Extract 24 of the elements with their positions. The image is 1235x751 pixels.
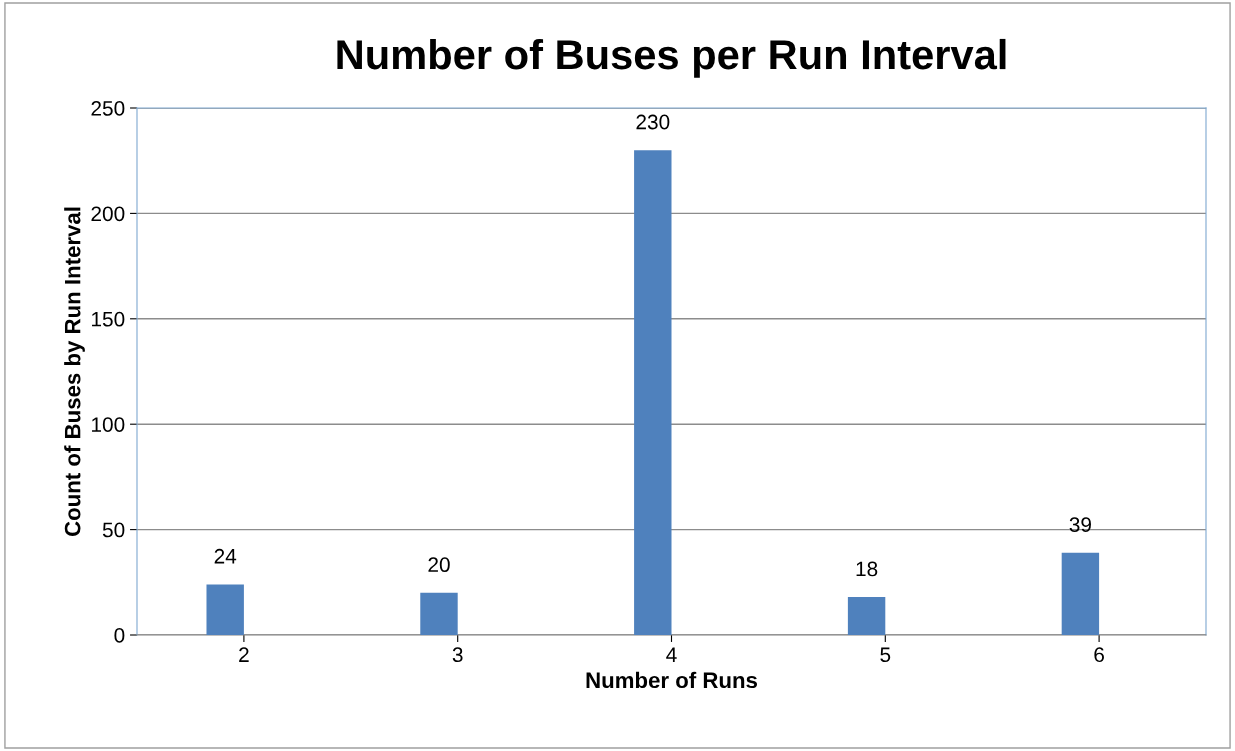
y-axis-title: Count of Buses by Run Interval: [64, 207, 85, 537]
y-tick-label: 50: [102, 522, 125, 538]
y-tick-label: 0: [114, 628, 125, 643]
chart-title: Number of Buses per Run Interval: [337, 38, 1006, 78]
x-tick-label: 3: [452, 647, 463, 663]
data-label: 20: [428, 557, 450, 573]
x-tick-label: 4: [666, 647, 677, 662]
data-label: 230: [636, 114, 670, 130]
x-tick-label: 2: [239, 647, 249, 662]
bar: [206, 584, 244, 635]
y-tick-label: 250: [91, 101, 125, 116]
bar: [634, 150, 672, 635]
bar: [420, 592, 458, 635]
data-label: 39: [1069, 517, 1091, 532]
y-tick-label: 150: [92, 311, 125, 327]
bar: [847, 597, 886, 635]
data-label: 18: [856, 561, 878, 577]
x-tick-label: 5: [880, 647, 891, 663]
bar: [1061, 552, 1100, 635]
data-label: 24: [214, 548, 237, 564]
y-tick-label: 200: [91, 206, 125, 222]
x-axis-title: Number of Runs: [586, 671, 758, 689]
y-tick-label: 100: [92, 417, 125, 432]
x-tick-label: 6: [1094, 647, 1104, 663]
